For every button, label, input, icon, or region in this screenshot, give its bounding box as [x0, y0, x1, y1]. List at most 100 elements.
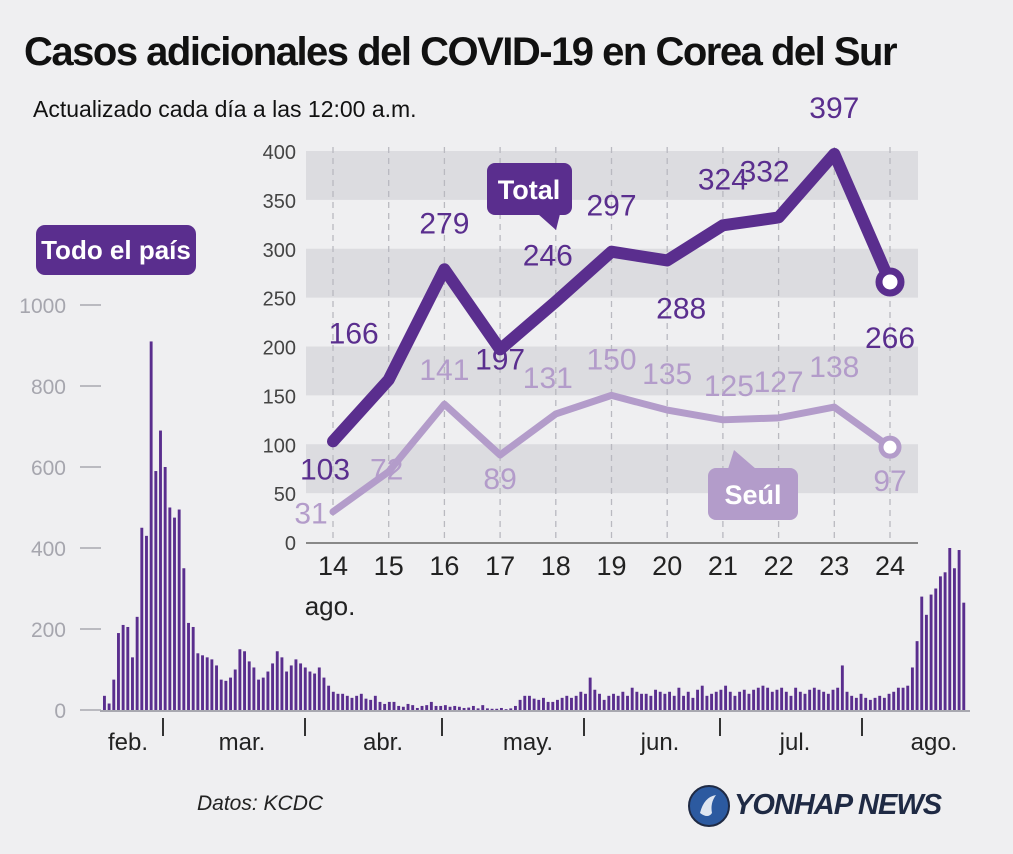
daily-bar [443, 705, 447, 710]
daily-bar [920, 596, 924, 710]
daily-bar [700, 685, 704, 710]
bar-y-tick-label: 800 [31, 376, 66, 399]
seoul-callout-box [708, 468, 798, 520]
seoul-data-label: 138 [809, 351, 859, 384]
daily-bar [892, 691, 896, 710]
seoul-legend-label: Seúl [724, 480, 781, 510]
month-label: jun. [640, 729, 680, 756]
day-tick-label: 23 [819, 551, 849, 581]
daily-bar [910, 667, 914, 710]
daily-bar [556, 699, 559, 710]
total-line [327, 147, 896, 448]
line-y-tick-label: 0 [285, 533, 296, 555]
daily-bar [747, 693, 751, 710]
month-label: feb. [108, 729, 148, 756]
seoul-callout-pointer [728, 450, 756, 469]
daily-bar [191, 626, 195, 710]
daily-bar [485, 708, 489, 710]
daily-bar [901, 687, 905, 710]
daily-bar [397, 705, 401, 710]
daily-bar [938, 576, 942, 710]
daily-bar [364, 698, 368, 710]
national-badge [36, 225, 196, 275]
seoul-data-label: 89 [483, 463, 516, 496]
daily-bar [205, 657, 209, 710]
daily-bar [542, 697, 545, 710]
daily-bar [817, 689, 821, 710]
daily-bar [770, 691, 774, 710]
daily-bar [303, 667, 307, 710]
daily-bar [546, 701, 550, 710]
day-tick-label: 17 [485, 551, 515, 581]
daily-bar [159, 430, 162, 710]
daily-bar [420, 705, 424, 710]
total-end-marker [875, 267, 905, 297]
month-label: mar. [219, 729, 266, 756]
daily-bar [266, 671, 270, 710]
seoul-line [329, 391, 894, 516]
daily-bar [812, 687, 816, 710]
total-data-label: 246 [523, 240, 573, 273]
daily-bar [154, 471, 158, 710]
line-y-tick-label: 50 [274, 484, 296, 506]
daily-bar [210, 659, 214, 710]
daily-bar [238, 649, 242, 710]
daily-bar [201, 655, 204, 710]
daily-bar [518, 699, 522, 710]
daily-bar [579, 691, 583, 710]
daily-bar [565, 695, 569, 710]
daily-bar [112, 679, 116, 710]
total-data-label: 197 [475, 343, 525, 376]
daily-bar [640, 693, 643, 710]
daily-bar [453, 705, 457, 710]
daily-bar [864, 697, 868, 710]
line-y-tick-label: 100 [263, 435, 296, 457]
daily-bar [784, 691, 788, 710]
daily-bar [224, 680, 228, 710]
daily-bar [822, 691, 826, 710]
daily-bar [649, 695, 653, 710]
daily-bar [957, 550, 961, 710]
daily-bar [635, 691, 639, 710]
daily-bar [668, 691, 671, 710]
daily-bar [672, 695, 676, 710]
daily-bar [742, 689, 746, 710]
total-data-label: 279 [419, 207, 469, 240]
line-y-tick-label: 250 [263, 289, 296, 311]
daily-bar [145, 535, 148, 710]
daily-bar [299, 663, 303, 710]
daily-bar [658, 691, 662, 710]
daily-bar [873, 697, 877, 710]
daily-bar [215, 665, 218, 710]
total-data-label: 166 [329, 318, 379, 351]
daily-bar [677, 687, 681, 710]
daily-bar [705, 695, 709, 710]
daily-bar [415, 707, 419, 710]
daily-bar [616, 695, 620, 710]
seoul-data-label: 97 [873, 465, 906, 498]
daily-bar [780, 687, 784, 710]
daily-bar [345, 695, 349, 710]
daily-bar [439, 705, 443, 710]
daily-bar [621, 691, 625, 710]
day-tick-label: 14 [318, 551, 348, 581]
day-tick-label: 16 [429, 551, 459, 581]
daily-bar [686, 691, 690, 710]
daily-bar [448, 706, 452, 710]
daily-bar [289, 665, 293, 710]
daily-bar [537, 699, 541, 710]
daily-bar [378, 701, 382, 710]
line-y-tick-label: 300 [263, 240, 296, 262]
month-label: ago. [911, 729, 958, 756]
total-data-label: 266 [865, 322, 915, 355]
daily-bar [140, 527, 144, 710]
daily-bar [401, 706, 405, 710]
day-tick-label: 24 [875, 551, 905, 581]
daily-bar [275, 651, 279, 710]
daily-bar [598, 693, 601, 710]
daily-bar [233, 669, 237, 710]
daily-bar [196, 653, 200, 710]
daily-bar [952, 568, 956, 710]
daily-bar [551, 701, 555, 710]
